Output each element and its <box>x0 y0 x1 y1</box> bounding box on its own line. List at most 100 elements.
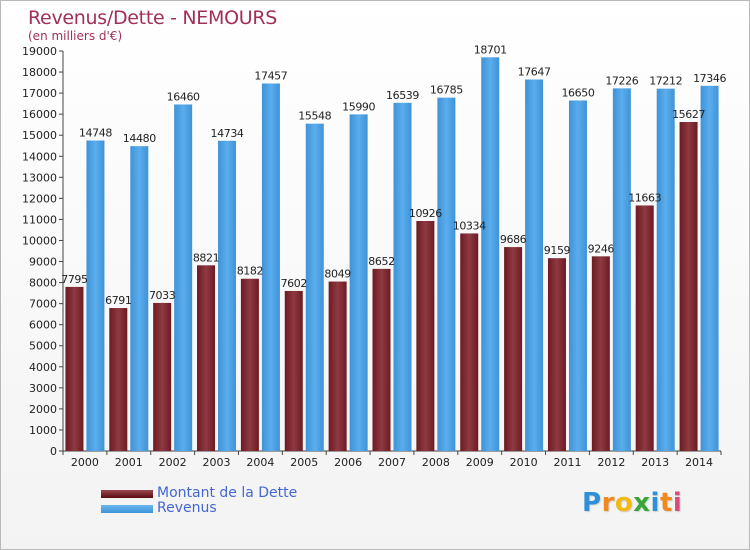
legend-swatch-revenue <box>101 505 153 513</box>
revenue-bar <box>612 88 631 452</box>
debt-bar <box>679 122 698 451</box>
debt-value-label: 8652 <box>368 255 394 268</box>
x-tick-label: 2013 <box>641 456 669 469</box>
y-tick-label: 0 <box>50 445 57 458</box>
revenue-bar <box>481 57 500 451</box>
revenue-value-label: 17647 <box>518 65 551 78</box>
x-tick-label: 2001 <box>115 456 143 469</box>
x-tick-label: 2006 <box>334 456 362 469</box>
debt-value-label: 10926 <box>409 207 442 220</box>
revenue-bar <box>86 140 105 451</box>
revenue-value-label: 16650 <box>561 86 594 99</box>
revenue-value-label: 15548 <box>298 110 331 123</box>
legend-swatch-debt <box>101 490 153 498</box>
logo-letter: i <box>672 488 683 518</box>
y-tick-label: 10000 <box>22 234 57 247</box>
revenue-bar <box>437 97 456 451</box>
debt-bar <box>328 281 347 451</box>
revenue-bar <box>393 102 412 452</box>
y-tick-label: 19000 <box>22 45 57 58</box>
debt-value-label: 9686 <box>500 233 527 246</box>
revenue-bar <box>700 85 719 452</box>
debt-value-label: 11663 <box>628 191 661 204</box>
x-tick-label: 2009 <box>466 456 494 469</box>
chart-subtitle: (en milliers d'€) <box>28 29 123 43</box>
revenue-value-label: 18701 <box>474 43 507 56</box>
x-tick-label: 2000 <box>71 456 99 469</box>
debt-bar <box>197 265 216 451</box>
x-tick-label: 2005 <box>290 456 318 469</box>
debt-value-label: 7795 <box>61 273 88 286</box>
revenue-value-label: 16539 <box>386 89 419 102</box>
y-tick-label: 12000 <box>22 192 57 205</box>
debt-bar <box>547 258 566 451</box>
y-tick-label: 17000 <box>22 87 57 100</box>
revenue-bar <box>656 88 675 452</box>
y-tick-label: 2000 <box>29 403 57 416</box>
debt-bar <box>416 220 435 451</box>
revenue-bar <box>525 79 544 452</box>
revenue-bar <box>130 146 149 451</box>
logo-letter: P <box>582 488 602 518</box>
debt-value-label: 8182 <box>237 265 263 278</box>
debt-bar <box>460 233 479 451</box>
proxiti-logo: Proxiti <box>582 488 682 518</box>
x-tick-label: 2008 <box>422 456 450 469</box>
revenue-value-label: 16785 <box>430 84 463 97</box>
y-tick-label: 1000 <box>29 424 57 437</box>
revenue-bar <box>218 140 237 451</box>
y-tick-label: 16000 <box>22 108 57 121</box>
y-tick-label: 11000 <box>22 213 57 226</box>
y-tick-label: 14000 <box>22 150 57 163</box>
y-tick-label: 3000 <box>29 382 57 395</box>
y-tick-label: 6000 <box>29 319 57 332</box>
revenue-bar <box>349 114 368 452</box>
debt-bar <box>65 286 84 451</box>
revenue-value-label: 14748 <box>79 127 112 140</box>
debt-value-label: 9246 <box>588 242 615 255</box>
y-tick-label: 4000 <box>29 361 57 374</box>
debt-value-label: 9159 <box>544 244 571 257</box>
legend-label-debt: Montant de la Dette <box>157 485 298 501</box>
debt-bar <box>284 290 303 451</box>
revenue-value-label: 14480 <box>123 132 156 145</box>
debt-bar <box>109 308 128 451</box>
revenue-value-label: 15990 <box>342 100 375 113</box>
logo-letter: o <box>614 488 634 518</box>
chart-title: Revenus/Dette - NEMOURS <box>28 7 278 29</box>
debt-bar <box>240 278 259 451</box>
x-tick-label: 2012 <box>597 456 625 469</box>
debt-bar <box>635 205 654 451</box>
y-tick-label: 7000 <box>29 298 57 311</box>
logo-letter: i <box>650 488 660 518</box>
y-tick-label: 15000 <box>22 129 57 142</box>
debt-value-label: 6791 <box>105 294 131 307</box>
y-tick-label: 13000 <box>22 171 57 184</box>
y-tick-label: 8000 <box>29 277 57 290</box>
revenue-value-label: 17457 <box>254 69 287 82</box>
x-tick-label: 2010 <box>510 456 538 469</box>
revenue-value-label: 14734 <box>211 127 244 140</box>
revenue-bar <box>261 83 280 452</box>
debt-bar <box>504 247 523 451</box>
x-tick-label: 2011 <box>553 456 581 469</box>
debt-value-label: 7033 <box>149 289 176 302</box>
debt-bar <box>153 302 172 451</box>
revenue-value-label: 17346 <box>693 72 726 85</box>
y-tick-label: 18000 <box>22 66 57 79</box>
debt-value-label: 7602 <box>281 277 307 290</box>
revenue-bar <box>305 123 324 452</box>
debt-bar <box>372 268 391 451</box>
logo-letter: x <box>633 488 651 518</box>
x-tick-label: 2002 <box>159 456 187 469</box>
logo-letter: t <box>659 488 673 518</box>
x-tick-label: 2007 <box>378 456 406 469</box>
x-tick-label: 2003 <box>203 456 231 469</box>
revenue-value-label: 16460 <box>167 90 200 103</box>
legend-label-revenue: Revenus <box>157 500 217 516</box>
revenue-value-label: 17212 <box>649 75 682 88</box>
debt-bar <box>591 256 610 451</box>
revenue-bar <box>174 104 193 451</box>
